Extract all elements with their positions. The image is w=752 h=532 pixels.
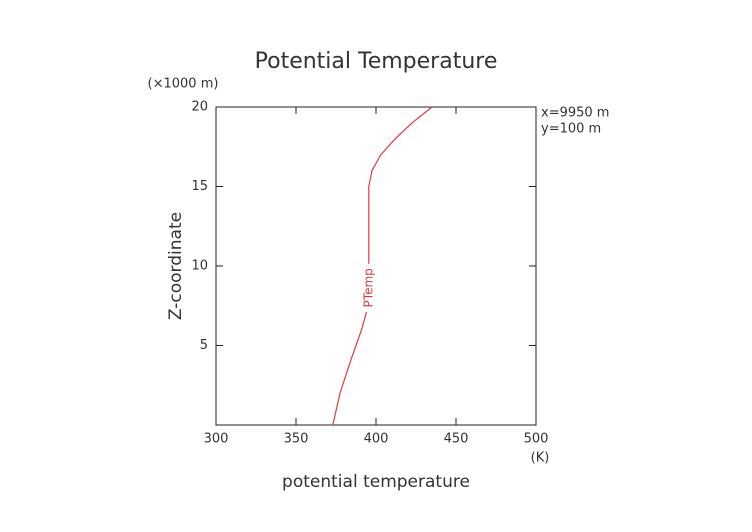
x-tick-label: 350 [284, 432, 309, 447]
series-label: PTemp [361, 268, 375, 307]
annotation: y=100 m [541, 122, 601, 137]
y-tick-label: 5 [200, 338, 208, 353]
y-tick-label: 15 [191, 179, 208, 194]
data-line [332, 106, 433, 426]
x-tick-label: 450 [444, 432, 469, 447]
chart-title: Potential Temperature [255, 49, 498, 74]
x-axis-label: potential temperature [282, 472, 470, 492]
x-unit: (K) [531, 451, 550, 466]
y-unit: (×1000 m) [148, 77, 219, 92]
y-tick-label: 10 [191, 259, 208, 274]
y-tick-label: 20 [191, 100, 208, 115]
annotation: x=9950 m [541, 106, 609, 121]
plot-frame [215, 106, 537, 426]
label-bg [361, 263, 376, 312]
y-axis-label: Z-coordinate [166, 212, 186, 320]
x-tick-label: 500 [524, 432, 549, 447]
x-tick-label: 300 [204, 432, 229, 447]
x-tick-label: 400 [364, 432, 389, 447]
